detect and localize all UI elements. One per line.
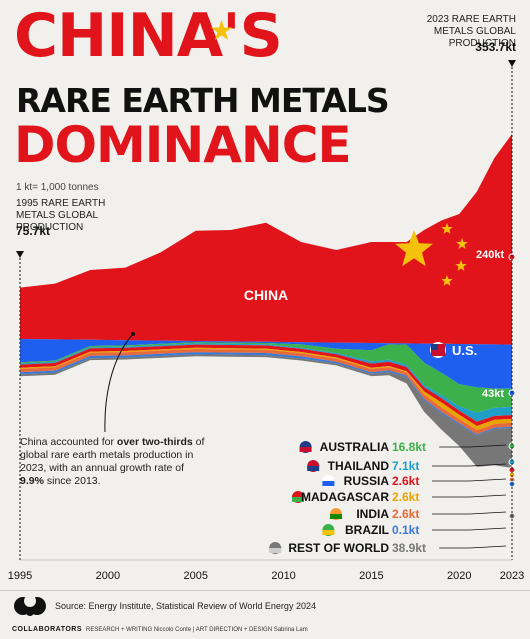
x-tick-label: 2005 bbox=[183, 570, 207, 582]
title-line-3: DOMINANCE bbox=[14, 116, 352, 174]
legend-item-thailand: THAILAND 7.1kt bbox=[307, 459, 507, 473]
area-china bbox=[20, 134, 512, 345]
legend-country: MADAGASCAR bbox=[301, 490, 389, 504]
end-marker-icon bbox=[508, 60, 516, 67]
brand-name: COLLABORATORS bbox=[12, 626, 83, 633]
globe-icon bbox=[269, 542, 282, 554]
china-flag-star-icon bbox=[456, 238, 468, 249]
note-leader-dot bbox=[131, 332, 135, 336]
x-tick-label: 2023 bbox=[500, 570, 524, 582]
legend-value: 16.8kt bbox=[392, 440, 426, 454]
area-u-s bbox=[20, 339, 512, 389]
legend-leader-line bbox=[432, 494, 507, 498]
india-flag-icon bbox=[330, 508, 342, 520]
collaborators-logo-icon bbox=[12, 592, 48, 622]
legend-item-russia: RUSSIA 2.6kt bbox=[322, 474, 507, 488]
x-tick-label: 2020 bbox=[447, 570, 471, 582]
russia-flag-icon bbox=[322, 475, 335, 487]
area-russia bbox=[20, 344, 512, 426]
legend-leader-line bbox=[432, 511, 507, 515]
legend-value: 38.9kt bbox=[392, 541, 426, 555]
legend-item-rest-of-world: REST OF WORLD 38.9kt bbox=[269, 541, 507, 555]
source-text: Source: Energy Institute, Statistical Re… bbox=[55, 601, 316, 611]
china-value-label: 240kt bbox=[476, 249, 504, 261]
legend-country: THAILAND bbox=[328, 459, 390, 473]
title-line-1: CHINA'S bbox=[14, 1, 283, 71]
legend-country: RUSSIA bbox=[344, 474, 390, 488]
legend-item-brazil: BRAZIL 0.1kt bbox=[322, 523, 507, 537]
star-icon: ★ bbox=[209, 15, 235, 46]
legend-leader-line bbox=[432, 463, 507, 467]
legend-value: 0.1kt bbox=[392, 523, 419, 537]
us-label: U.S. bbox=[452, 343, 477, 358]
legend-value: 2.6kt bbox=[392, 490, 419, 504]
legend-item-australia: AUSTRALIA 16.8kt bbox=[299, 440, 507, 454]
start-value: 75.7kt bbox=[16, 224, 51, 238]
brazil-flag-icon bbox=[322, 524, 335, 536]
area-australia bbox=[20, 342, 512, 413]
legend-value: 2.6kt bbox=[392, 474, 419, 488]
china-flag-star-icon bbox=[441, 275, 453, 286]
china-label: CHINA bbox=[244, 287, 288, 303]
start-label: 1995 RARE EARTH METALS GLOBAL PRODUCTION bbox=[16, 198, 106, 233]
area-india bbox=[20, 349, 512, 435]
x-tick-label: 2010 bbox=[271, 570, 295, 582]
start-marker-icon bbox=[16, 251, 24, 258]
legend-value: 2.6kt bbox=[392, 507, 419, 521]
legend-leader-line bbox=[439, 545, 507, 549]
legend-leader-line bbox=[432, 478, 507, 482]
legend-country: BRAZIL bbox=[345, 523, 389, 537]
area-layers bbox=[20, 134, 512, 468]
x-tick-label: 2000 bbox=[96, 570, 120, 582]
footer-divider bbox=[0, 590, 530, 591]
x-axis: 1995 2000 2005 2010 2015 2020 2023 bbox=[8, 559, 524, 582]
end-label: 2023 RARE EARTH METALS GLOBAL PRODUCTION bbox=[426, 14, 516, 49]
x-tick-label: 2015 bbox=[359, 570, 383, 582]
x-tick-label: 1995 bbox=[8, 570, 32, 582]
australia-flag-icon bbox=[299, 441, 312, 453]
china-flag-star-icon bbox=[395, 230, 433, 267]
legend-leader-line bbox=[432, 527, 507, 531]
legend-leader-line bbox=[439, 444, 507, 448]
unit-note: 1 kt= 1,000 tonnes bbox=[16, 182, 99, 193]
legend-value: 7.1kt bbox=[392, 459, 419, 473]
thailand-flag-icon bbox=[307, 460, 320, 472]
legend-item-india: INDIA 2.6kt bbox=[330, 507, 507, 521]
legend-country: INDIA bbox=[356, 507, 389, 521]
note-leader-line bbox=[104, 333, 134, 433]
legend-item-madagascar: MADAGASCAR 2.6kt bbox=[292, 490, 507, 504]
annotation-note: China accounted for over two-thirds of g… bbox=[20, 436, 205, 487]
end-value: 353.7kt bbox=[475, 40, 516, 54]
credits-text: RESEARCH + WRITING Niccolo Conte | ART D… bbox=[86, 627, 308, 633]
legend-country: REST OF WORLD bbox=[288, 541, 389, 555]
us-value-label: 43kt bbox=[482, 388, 504, 400]
china-flag-star-icon bbox=[455, 260, 467, 271]
legend-country: AUSTRALIA bbox=[320, 440, 390, 454]
us-flag-icon bbox=[430, 342, 446, 358]
china-flag-star-icon bbox=[441, 223, 453, 234]
title-line-2: RARE EARTH METALS bbox=[16, 81, 390, 120]
madagascar-flag-icon bbox=[292, 491, 304, 503]
